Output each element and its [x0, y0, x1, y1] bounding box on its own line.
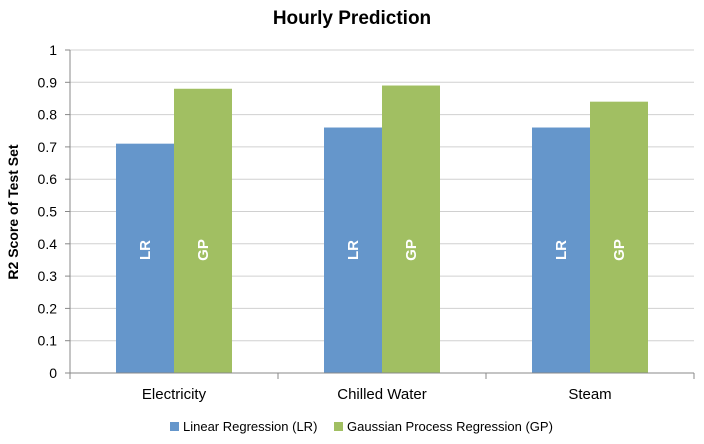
y-tick-label: 0.8	[38, 107, 58, 123]
bar-label: LR	[345, 240, 362, 260]
x-axis-categories: Electricity Chilled Water Steam	[142, 386, 612, 403]
bars: LR GP LR GP LR GP	[116, 85, 648, 374]
bar	[324, 127, 382, 374]
legend-swatch	[170, 422, 179, 431]
x-axis	[69, 50, 695, 379]
category-label: Electricity	[142, 386, 207, 403]
y-tick-label: 1	[49, 42, 57, 58]
y-tick-label: 0.4	[38, 236, 58, 252]
y-tick-label: 0.3	[38, 268, 58, 284]
y-tick-label: 0.1	[38, 333, 58, 349]
y-tick-label: 0.6	[38, 171, 58, 187]
chart-title: Hourly Prediction	[273, 8, 431, 29]
bar-label: GP	[403, 239, 420, 261]
y-tick-label: 0.5	[38, 204, 58, 220]
y-tick-label: 0	[49, 365, 57, 381]
bar	[590, 101, 648, 374]
bar	[532, 127, 590, 374]
bar-label: GP	[195, 239, 212, 261]
y-tick-label: 0.9	[38, 74, 58, 90]
bar	[382, 85, 440, 373]
y-tick-label: 0.7	[38, 139, 58, 155]
bar	[174, 88, 232, 373]
category-label: Chilled Water	[337, 386, 426, 403]
legend-label: Linear Regression (LR)	[183, 419, 317, 434]
y-tick-label: 0.2	[38, 300, 58, 316]
legend: Linear Regression (LR) Gaussian Process R…	[170, 419, 553, 434]
bar-label: LR	[137, 240, 154, 260]
legend-label: Gaussian Process Regression (GP)	[347, 419, 553, 434]
bar-label: GP	[611, 239, 628, 261]
y-axis-label: R2 Score of Test Set	[5, 144, 21, 279]
bar-label: LR	[553, 240, 570, 260]
bar	[116, 143, 174, 373]
y-axis-ticks: 0 0.1 0.2 0.3 0.4 0.5 0.6 0.7 0.8 0.9 1	[38, 42, 70, 381]
category-label: Steam	[568, 386, 611, 403]
legend-swatch	[334, 422, 343, 431]
